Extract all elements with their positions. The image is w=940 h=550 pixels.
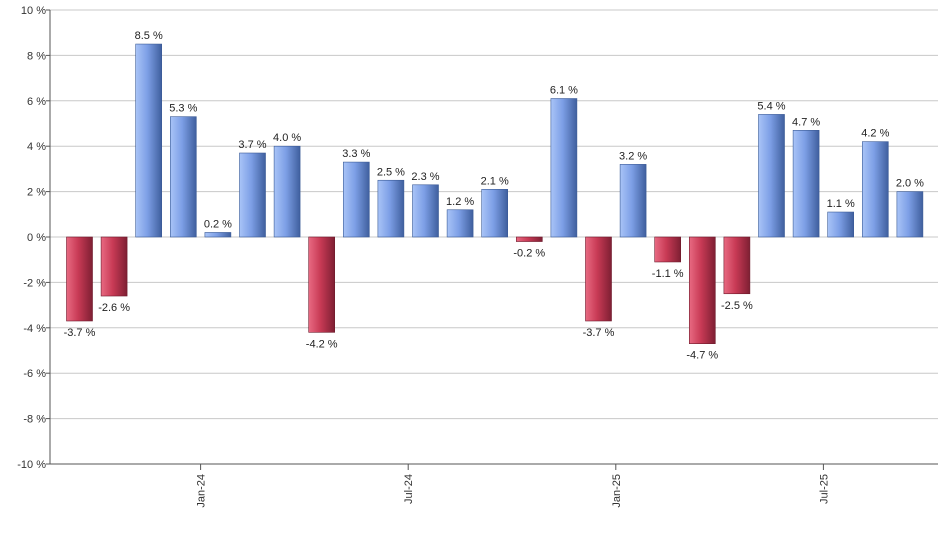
bar-value-label: -1.1 %	[652, 268, 684, 280]
bar-value-label: 1.2 %	[446, 196, 474, 208]
y-tick-label: -10 %	[17, 459, 46, 471]
y-tick-label: -4 %	[23, 323, 46, 335]
data-labels: -3.7 % -2.6 % 8.5 % 5.3 % 0.2 % 3.7 % 4.0 % -4.…	[64, 30, 925, 362]
bar-value-label: -4.2 %	[306, 338, 338, 350]
x-axis-tick-labels: Jan-24 Jul-24 Jan-25 Jul-25	[196, 464, 830, 508]
bar	[688, 236, 716, 344]
bar-value-label: -3.7 %	[64, 327, 96, 339]
bar	[308, 236, 336, 333]
bar-value-label: 6.1 %	[550, 85, 578, 97]
bar-value-label: 1.1 %	[827, 198, 855, 210]
bar-value-label: -0.2 %	[513, 248, 545, 260]
bar-value-label: 4.2 %	[861, 128, 889, 140]
bar	[273, 145, 301, 238]
bar	[412, 184, 439, 238]
bar	[204, 232, 232, 238]
bar-value-label: -3.7 %	[583, 327, 615, 339]
bar-value-label: 3.2 %	[619, 150, 647, 162]
bar	[723, 236, 751, 295]
y-tick-label: 2 %	[27, 187, 46, 199]
bar-value-label: 5.4 %	[757, 100, 785, 112]
bar-value-label: 2.5 %	[377, 166, 405, 178]
bar-value-label: 8.5 %	[135, 30, 163, 42]
y-tick-label: -6 %	[23, 368, 46, 380]
bar-value-label: 3.7 %	[238, 139, 266, 151]
y-tick-label: 10 %	[21, 5, 46, 17]
bar	[170, 116, 197, 238]
y-tick-label: 0 %	[27, 232, 46, 244]
bar-value-label: 3.3 %	[342, 148, 370, 160]
bar	[239, 152, 266, 238]
bar	[135, 43, 162, 238]
bar-value-label: -4.7 %	[686, 350, 718, 362]
bar	[758, 114, 785, 238]
bar	[619, 164, 647, 238]
bar-value-label: 2.1 %	[481, 175, 509, 187]
y-tick-label: 6 %	[27, 96, 46, 108]
bar	[654, 236, 682, 263]
bar-value-label: 5.3 %	[169, 103, 197, 115]
x-tick-label: Jul-25	[818, 474, 830, 504]
bar-value-label: 4.0 %	[273, 132, 301, 144]
bar	[792, 130, 820, 238]
x-tick-label: Jan-25	[611, 474, 623, 508]
bar-value-label: 0.2 %	[204, 218, 232, 230]
bar-value-label: -2.5 %	[721, 300, 753, 312]
x-tick-label: Jul-24	[403, 474, 415, 504]
y-tick-label: -2 %	[23, 277, 46, 289]
bar	[515, 236, 543, 242]
bar	[100, 236, 128, 297]
bar	[550, 98, 578, 238]
y-tick-label: -8 %	[23, 414, 46, 426]
axes	[49, 10, 938, 465]
bar	[481, 189, 509, 238]
bar-value-label: 2.3 %	[411, 171, 439, 183]
bar	[66, 236, 93, 322]
bar-value-label: 2.0 %	[896, 178, 924, 190]
bar	[861, 141, 889, 238]
bar	[377, 179, 405, 238]
bar	[446, 209, 474, 238]
y-axis-tick-labels: -10 % -8 % -6 % -4 % -2 % 0 % 2 % 4 % 6 % 8 % 10 %	[17, 5, 50, 471]
bar	[342, 161, 370, 238]
bar-value-label: -2.6 %	[98, 302, 130, 314]
y-tick-label: 4 %	[27, 141, 46, 153]
bar	[896, 191, 924, 238]
y-tick-label: 8 %	[27, 50, 46, 62]
bar	[827, 211, 855, 238]
bars	[66, 43, 924, 344]
x-tick-label: Jan-24	[196, 474, 208, 508]
bar-value-label: 4.7 %	[792, 116, 820, 128]
bar	[585, 236, 612, 322]
